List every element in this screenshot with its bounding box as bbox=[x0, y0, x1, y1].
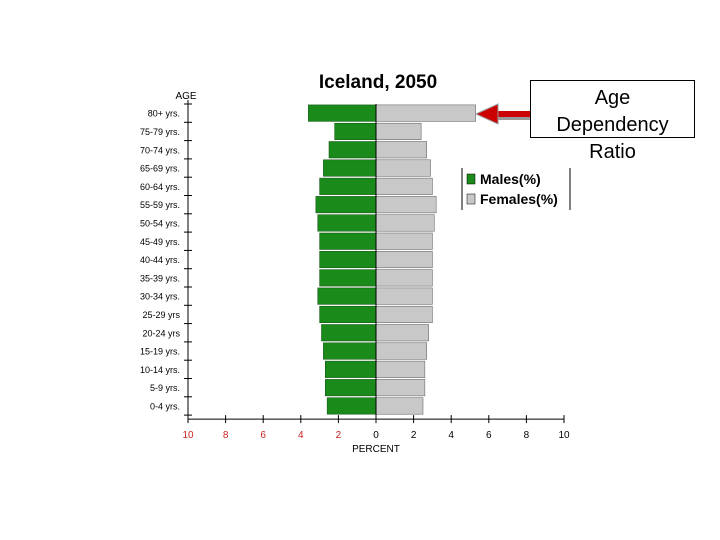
female-bar bbox=[375, 379, 426, 397]
age-label: 80+ yrs. bbox=[148, 109, 180, 119]
age-label: 50-54 yrs. bbox=[140, 218, 180, 228]
age-labels: 80+ yrs. 75-79 yrs. 70-74 yrs. 65-69 yrs. 60… bbox=[140, 109, 181, 412]
x-ticks: 10 8 6 4 2 0 2 4 6 8 10 bbox=[182, 415, 570, 441]
female-bar bbox=[375, 360, 426, 378]
x-tick-label: 6 bbox=[486, 430, 492, 441]
age-label: 40-44 yrs. bbox=[140, 255, 180, 265]
male-bar bbox=[321, 324, 377, 342]
age-label: 45-49 yrs. bbox=[140, 237, 180, 247]
female-bar bbox=[375, 232, 433, 250]
female-bar bbox=[375, 159, 431, 177]
x-tick-label: 4 bbox=[298, 430, 304, 441]
male-bar bbox=[308, 104, 377, 122]
male-bar bbox=[319, 251, 377, 269]
male-bar bbox=[334, 122, 377, 140]
male-bar bbox=[324, 360, 377, 378]
female-bar bbox=[375, 251, 433, 269]
male-bar bbox=[323, 159, 377, 177]
x-tick-label: 8 bbox=[524, 430, 530, 441]
x-tick-label: 2 bbox=[411, 430, 417, 441]
age-label: 5-9 yrs. bbox=[150, 383, 180, 393]
age-label: 35-39 yrs. bbox=[140, 273, 180, 283]
male-bar bbox=[326, 397, 377, 415]
age-label: 70-74 yrs. bbox=[140, 145, 180, 155]
female-bar bbox=[375, 196, 437, 214]
age-dependency-callout: Age Dependency Ratio bbox=[530, 80, 695, 163]
age-label: 20-24 yrs bbox=[142, 328, 180, 338]
male-bar bbox=[319, 269, 377, 287]
age-label: 10-14 yrs. bbox=[140, 365, 180, 375]
male-bar bbox=[328, 141, 377, 159]
callout-line-3: Ratio bbox=[589, 141, 636, 163]
male-bar bbox=[319, 177, 377, 195]
x-tick-label: 10 bbox=[182, 430, 194, 441]
bars bbox=[308, 104, 476, 420]
female-bar bbox=[375, 177, 433, 195]
male-bar bbox=[324, 379, 377, 397]
male-bar bbox=[315, 196, 377, 214]
legend: Males(%) Females(%) bbox=[461, 168, 571, 210]
female-bar bbox=[375, 269, 433, 287]
female-bar bbox=[375, 214, 435, 232]
female-bar bbox=[375, 141, 428, 159]
legend-swatch bbox=[466, 173, 476, 185]
male-bar bbox=[319, 232, 377, 250]
female-bar bbox=[375, 397, 424, 415]
female-bar bbox=[375, 104, 476, 122]
male-bar bbox=[323, 342, 377, 360]
male-bar bbox=[317, 287, 377, 305]
x-tick-label: 2 bbox=[336, 430, 342, 441]
age-label: 30-34 yrs. bbox=[140, 292, 180, 302]
callout-arrow bbox=[474, 103, 534, 125]
female-bar bbox=[375, 287, 433, 305]
male-bar bbox=[319, 305, 377, 323]
age-label: 25-29 yrs bbox=[142, 310, 180, 320]
age-label: 60-64 yrs. bbox=[140, 182, 180, 192]
x-axis-label: PERCENT bbox=[352, 444, 400, 455]
legend-label: Males(%) bbox=[480, 171, 541, 187]
female-bar bbox=[375, 342, 428, 360]
female-bar bbox=[375, 122, 422, 140]
x-tick-label: 6 bbox=[260, 430, 266, 441]
age-label: 75-79 yrs. bbox=[140, 127, 180, 137]
callout-line-2: Dependency bbox=[556, 114, 669, 136]
x-tick-label: 8 bbox=[223, 430, 229, 441]
female-bar bbox=[375, 324, 429, 342]
age-label: 65-69 yrs. bbox=[140, 164, 180, 174]
female-bar bbox=[375, 305, 433, 323]
y-axis-label: AGE bbox=[175, 91, 196, 102]
x-tick-label: 4 bbox=[448, 430, 454, 441]
age-label: 55-59 yrs. bbox=[140, 200, 180, 210]
x-tick-label: 0 bbox=[373, 430, 379, 441]
age-label: 15-19 yrs. bbox=[140, 347, 180, 357]
male-bar bbox=[317, 214, 377, 232]
callout-line-1: Age bbox=[594, 87, 631, 109]
legend-swatch bbox=[466, 193, 476, 205]
age-label: 0-4 yrs. bbox=[150, 401, 180, 411]
legend-label: Females(%) bbox=[480, 191, 558, 207]
chart-title: Iceland, 2050 bbox=[319, 72, 437, 93]
x-tick-label: 10 bbox=[558, 430, 570, 441]
